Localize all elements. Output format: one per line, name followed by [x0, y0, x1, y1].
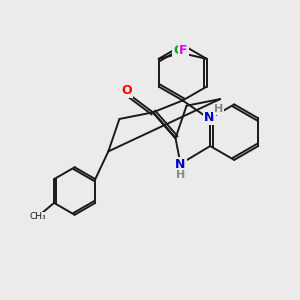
Text: N: N: [204, 111, 214, 124]
Text: CH₃: CH₃: [30, 212, 46, 221]
Text: F: F: [179, 44, 188, 57]
Text: O: O: [121, 84, 131, 97]
Text: H: H: [214, 104, 223, 114]
Text: Cl: Cl: [173, 44, 187, 57]
Text: N: N: [175, 158, 186, 171]
Text: H: H: [176, 170, 185, 180]
